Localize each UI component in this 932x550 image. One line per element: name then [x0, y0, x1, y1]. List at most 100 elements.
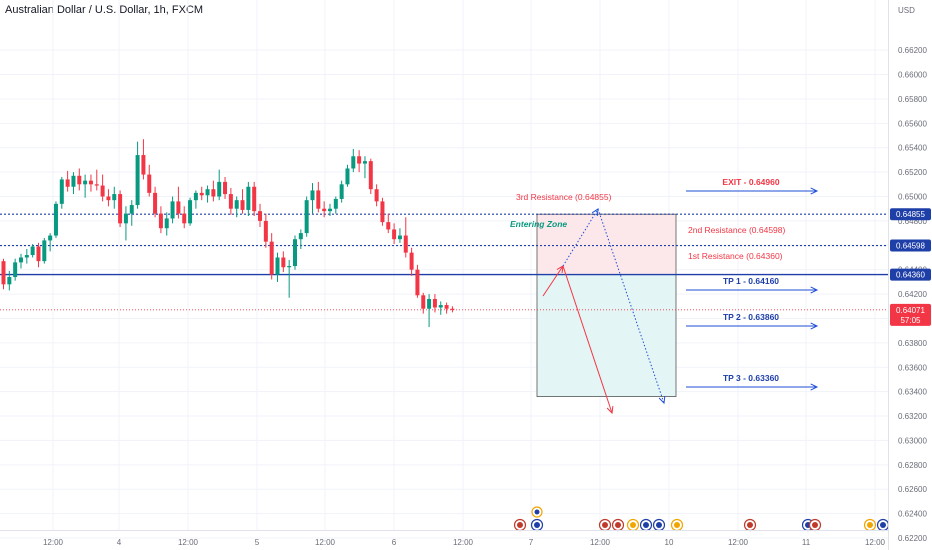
candle-body[interactable]: [176, 201, 181, 214]
event-flag-icon[interactable]: [808, 518, 822, 532]
candle-body[interactable]: [345, 168, 350, 185]
candle-body[interactable]: [135, 155, 140, 206]
candle-body[interactable]: [36, 246, 41, 262]
candle-body[interactable]: [409, 252, 414, 270]
candle-body[interactable]: [339, 184, 344, 199]
economic-events[interactable]: [513, 506, 890, 532]
candle-body[interactable]: [100, 185, 105, 197]
candle-body[interactable]: [450, 308, 455, 310]
candle-body[interactable]: [368, 161, 373, 190]
candle-body[interactable]: [275, 257, 280, 275]
candle-body[interactable]: [316, 190, 321, 209]
candle-body[interactable]: [53, 203, 58, 236]
candle-body[interactable]: [217, 181, 222, 197]
candle-body[interactable]: [357, 156, 362, 164]
event-flag-icon[interactable]: [513, 518, 527, 532]
candle-body[interactable]: [287, 266, 292, 268]
candle-body[interactable]: [304, 200, 309, 234]
candle-body[interactable]: [42, 240, 47, 262]
candle-body[interactable]: [59, 179, 64, 204]
annotations: EXIT - 0.64960 TP 1 - 0.64160 TP 2 - 0.638…: [510, 177, 786, 383]
candle-body[interactable]: [30, 246, 35, 256]
candle-body[interactable]: [415, 269, 420, 296]
candle-body[interactable]: [7, 277, 12, 285]
candle-body[interactable]: [211, 189, 216, 197]
candle-body[interactable]: [48, 235, 53, 241]
candle-body[interactable]: [83, 180, 88, 185]
x-tick-label: 12:00: [590, 538, 611, 547]
candle-body[interactable]: [129, 205, 134, 214]
candle-body[interactable]: [333, 198, 338, 209]
y-tick-label: 0.66000: [898, 71, 927, 80]
event-flag-icon[interactable]: [626, 518, 640, 532]
candle-body[interactable]: [351, 156, 356, 169]
candle-body[interactable]: [141, 155, 146, 175]
candle-body[interactable]: [193, 192, 198, 201]
candle-body[interactable]: [362, 161, 367, 164]
candle-body[interactable]: [170, 201, 175, 219]
event-flag-icon[interactable]: [652, 518, 666, 532]
candle-body[interactable]: [432, 298, 437, 308]
event-flag-icon[interactable]: [670, 518, 684, 532]
candle-body[interactable]: [223, 181, 228, 195]
candle-body[interactable]: [258, 211, 263, 221]
candle-body[interactable]: [427, 298, 432, 309]
candle-body[interactable]: [263, 220, 268, 242]
candle-body[interactable]: [240, 200, 245, 210]
candlesticks[interactable]: [1, 139, 455, 328]
candle-body[interactable]: [147, 174, 152, 193]
candle-body[interactable]: [380, 201, 385, 223]
candle-body[interactable]: [153, 192, 158, 214]
candle-body[interactable]: [77, 175, 82, 185]
candle-body[interactable]: [1, 261, 6, 285]
candle-body[interactable]: [281, 257, 286, 268]
candle-body[interactable]: [444, 305, 449, 309]
candle-body[interactable]: [65, 179, 70, 187]
candle-body[interactable]: [438, 305, 443, 308]
event-flag-icon[interactable]: [611, 518, 625, 532]
candle-body[interactable]: [71, 175, 76, 187]
event-flag-icon[interactable]: [876, 518, 890, 532]
candle-body[interactable]: [392, 229, 397, 240]
candle-body[interactable]: [158, 213, 163, 229]
candle-body[interactable]: [182, 213, 187, 224]
candle-body[interactable]: [164, 218, 169, 229]
event-flag-icon[interactable]: [530, 518, 544, 532]
candle-body[interactable]: [374, 189, 379, 202]
event-flag-icon[interactable]: [639, 518, 653, 532]
level-price-tag: 0.64360: [890, 268, 931, 281]
event-flag-icon[interactable]: [743, 518, 757, 532]
candle-body[interactable]: [327, 208, 332, 212]
event-flag-icon[interactable]: [598, 518, 612, 532]
y-tick-label: 0.64800: [898, 217, 927, 226]
candle-body[interactable]: [246, 186, 251, 210]
candle-body[interactable]: [403, 235, 408, 253]
candle-body[interactable]: [118, 194, 123, 224]
candle-body[interactable]: [234, 200, 239, 209]
candle-body[interactable]: [252, 186, 257, 212]
candle-body[interactable]: [188, 200, 193, 224]
candle-body[interactable]: [322, 208, 327, 212]
candle-body[interactable]: [199, 192, 204, 196]
candle-body[interactable]: [269, 241, 274, 275]
candle-body[interactable]: [94, 184, 99, 186]
candle-body[interactable]: [205, 189, 210, 196]
event-flag-icon[interactable]: [531, 506, 543, 518]
candle-body[interactable]: [18, 257, 23, 263]
candle-body[interactable]: [24, 255, 29, 258]
candle-body[interactable]: [112, 194, 117, 201]
projection-arrows: [542, 187, 819, 415]
candle-body[interactable]: [88, 180, 93, 185]
candle-body[interactable]: [310, 190, 315, 201]
candle-body[interactable]: [293, 239, 297, 267]
candle-body[interactable]: [228, 194, 233, 209]
candle-body[interactable]: [397, 235, 402, 240]
candle-body[interactable]: [123, 213, 128, 224]
event-flag-icon[interactable]: [863, 518, 877, 532]
candle-body[interactable]: [421, 295, 426, 309]
candle-body[interactable]: [106, 196, 111, 201]
candle-body[interactable]: [13, 262, 18, 278]
candle-body[interactable]: [386, 222, 391, 230]
candle-body[interactable]: [298, 233, 303, 240]
